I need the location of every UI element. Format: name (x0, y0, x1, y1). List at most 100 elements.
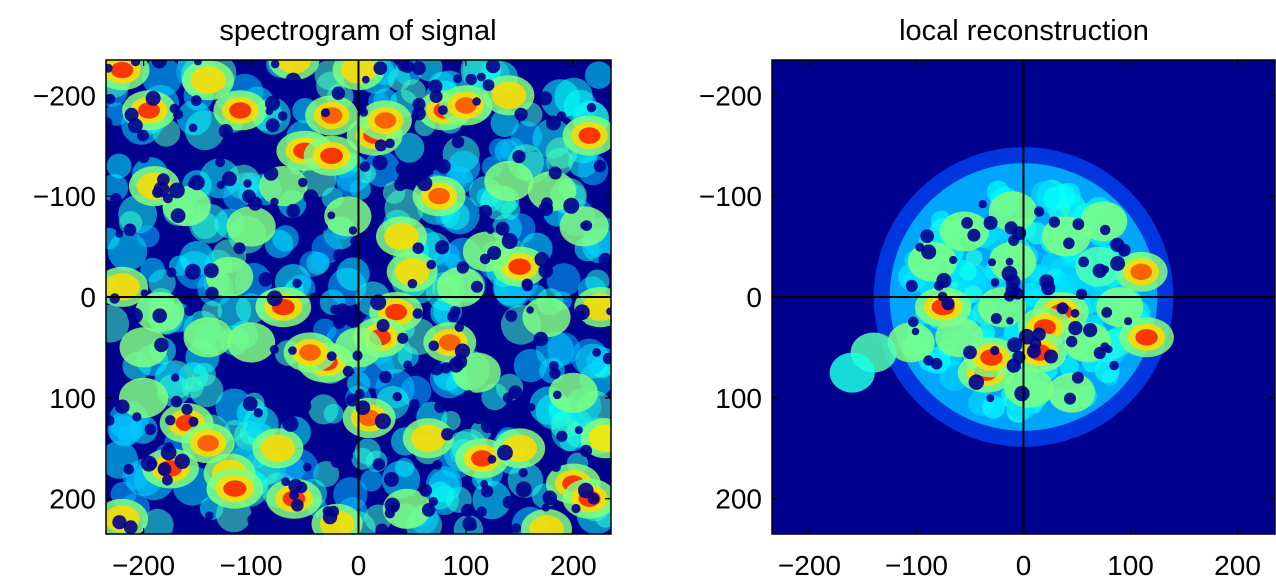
heat-texture-blob (106, 174, 129, 202)
heatmap-hotspot (229, 102, 252, 119)
heatmap-zero-point (295, 481, 308, 494)
heatmap-zero-point (253, 408, 263, 418)
heatmap-hotspot (410, 424, 446, 452)
heatmap-zero-point (512, 150, 526, 164)
heatmap-zero-point (468, 522, 477, 531)
heatmap-zero-point (151, 60, 167, 69)
heatmap-zero-point (302, 462, 312, 472)
heatmap-zero-point (482, 79, 495, 91)
heatmap-hotspot (227, 322, 276, 363)
heatmap-zero-point (397, 332, 409, 344)
heatmap-hotspot (324, 196, 372, 237)
heatmap-zero-point (453, 74, 463, 84)
heatmap-zero-point (401, 60, 414, 73)
heatmap-zero-point (146, 458, 158, 469)
heatmap-zero-point (106, 63, 113, 73)
heatmap-zero-point (361, 75, 370, 84)
heatmap-zero-point (479, 253, 491, 265)
heatmap-zero-point (486, 226, 495, 234)
heatmap-zero-point (215, 157, 226, 168)
heatmap-zero-point (165, 415, 176, 426)
heatmap-zero-point (152, 187, 164, 198)
heatmap-zero-point (472, 97, 481, 106)
heatmap-zero-point (127, 118, 143, 134)
reconstruction-panel: local reconstruction −200 −100 0 100 200−200… (699, 15, 1276, 581)
heatmap-zero-point (579, 444, 593, 457)
heat-texture-blob (546, 263, 581, 297)
heatmap-zero-point (1006, 317, 1014, 325)
heatmap-zero-point (419, 484, 432, 497)
heatmap-zero-point (174, 453, 190, 469)
heatmap-zero-point (501, 233, 518, 249)
heatmap-zero-point (336, 303, 349, 316)
heatmap-zero-point (438, 105, 448, 115)
heatmap-zero-point (1092, 263, 1108, 278)
heatmap-zero-point (163, 442, 174, 453)
heat-texture-blob (1059, 357, 1080, 378)
heat-texture-blob (490, 108, 519, 138)
heatmap-zero-point (288, 346, 297, 355)
heatmap-zero-point (1003, 290, 1016, 302)
heatmap-zero-point (1026, 344, 1041, 359)
heatmap-zero-point (110, 193, 122, 205)
y-tick-label: −200 (699, 80, 762, 111)
heatmap-hotspot (588, 424, 611, 452)
heatmap-zero-point (376, 319, 390, 332)
chart-title: local reconstruction (899, 15, 1149, 47)
heatmap-zero-point (233, 154, 245, 166)
heatmap-hotspot (471, 450, 494, 467)
heatmap-hotspot (1080, 201, 1128, 242)
heatmap-hotspot (529, 515, 564, 534)
heatmap-zero-point (461, 503, 475, 517)
heat-texture-blob (323, 403, 344, 424)
heatmap-zero-point (291, 499, 304, 512)
heatmap-zero-point (203, 263, 219, 279)
heatmap-zero-point (429, 90, 443, 103)
y-tick-label: −200 (33, 80, 96, 111)
heatmap-zero-point (430, 362, 444, 376)
heatmap-zero-point (166, 267, 177, 278)
heatmap-hotspot (578, 127, 601, 144)
heatmap-zero-point (285, 72, 302, 89)
heat-texture-blob (585, 61, 611, 89)
heatmap-zero-point (330, 454, 344, 469)
heat-texture-blob (394, 132, 425, 163)
heatmap-zero-point (456, 261, 469, 274)
heatmap-zero-point (286, 84, 302, 100)
heatmap-zero-point (303, 189, 319, 205)
heatmap-zero-point (321, 108, 330, 118)
heatmap-zero-point (514, 107, 528, 121)
heatmap-zero-point (435, 240, 450, 255)
heatmap-zero-point (342, 365, 354, 377)
y-tick-label: −100 (33, 181, 96, 212)
heatmap-zero-point (1066, 335, 1078, 348)
heatmap-zero-point (115, 399, 130, 414)
heat-texture-blob (1020, 282, 1045, 307)
x-tick-label: 200 (550, 550, 597, 581)
heatmap-zero-point (471, 280, 483, 293)
heatmap-zero-point (1044, 349, 1058, 364)
heatmap-zero-point (575, 310, 586, 321)
heatmap-zero-point (574, 426, 583, 435)
heatmap-zero-point (412, 61, 426, 76)
heatmap-zero-point (385, 138, 395, 149)
heatmap-zero-point (181, 403, 193, 415)
heatmap-zero-point (934, 280, 944, 291)
heat-texture-blob (982, 395, 1006, 419)
heatmap-zero-point (320, 223, 328, 231)
heatmap-hotspot (582, 293, 611, 321)
heatmap-zero-point (138, 151, 150, 164)
heatmap-zero-point (440, 362, 452, 374)
heat-texture-blob (401, 79, 426, 104)
heat-texture-blob (106, 304, 130, 343)
heatmap-zero-point (171, 373, 180, 382)
heatmap-zero-point (170, 208, 186, 224)
heatmap-zero-point (1110, 237, 1125, 252)
heatmap-zero-point (549, 367, 561, 380)
heatmap-zero-point (541, 197, 553, 209)
heatmap-zero-point (428, 340, 440, 352)
y-tick-label: 100 (49, 383, 96, 414)
heatmap-hotspot (119, 377, 169, 418)
heatmap-zero-point (412, 308, 423, 319)
